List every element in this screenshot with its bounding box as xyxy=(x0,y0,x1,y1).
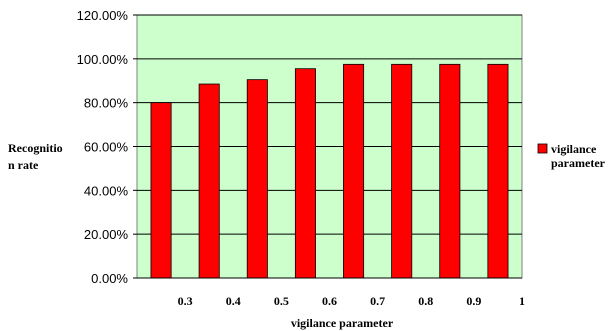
y-tick-label: 120.00% xyxy=(77,8,129,23)
y-axis-label-line-1: Recognitio xyxy=(8,141,63,155)
x-tick-label: 0.9 xyxy=(466,294,481,308)
y-tick-label: 100.00% xyxy=(77,52,129,67)
bar xyxy=(294,68,316,279)
bar xyxy=(391,63,413,279)
bar xyxy=(150,102,172,279)
y-tick-label: 0.00% xyxy=(91,271,128,286)
legend-label-line-2: parameter xyxy=(551,156,606,170)
x-tick-label: 0.5 xyxy=(274,294,289,308)
y-tick-label: 80.00% xyxy=(84,96,129,111)
y-tick-label: 60.00% xyxy=(84,140,129,155)
x-tick-label: 0.7 xyxy=(370,294,385,308)
bar xyxy=(439,63,461,279)
x-tick-label: 0.3 xyxy=(178,294,193,308)
bar xyxy=(487,63,509,279)
y-tick-label: 40.00% xyxy=(84,183,129,198)
x-tick-label: 0.6 xyxy=(322,294,337,308)
bar xyxy=(246,79,268,279)
legend-swatch xyxy=(537,143,548,154)
y-axis-ticks: 0.00% 20.00% 40.00% 60.00% 80.00% 100.00% 120.… xyxy=(77,8,137,286)
bars xyxy=(150,63,509,279)
legend-label-line-1: vigilance xyxy=(551,142,597,156)
x-axis-ticks: 0.3 0.4 0.5 0.6 0.7 0.8 0.9 1 xyxy=(178,294,525,308)
y-axis-label-line-2: n rate xyxy=(8,158,39,172)
x-tick-label: 1 xyxy=(519,294,525,308)
x-tick-label: 0.4 xyxy=(226,294,241,308)
y-tick-label: 20.00% xyxy=(84,227,129,242)
x-axis-label: vigilance parameter xyxy=(291,316,394,330)
x-tick-label: 0.8 xyxy=(418,294,433,308)
bar xyxy=(343,63,365,279)
bar xyxy=(198,83,220,279)
